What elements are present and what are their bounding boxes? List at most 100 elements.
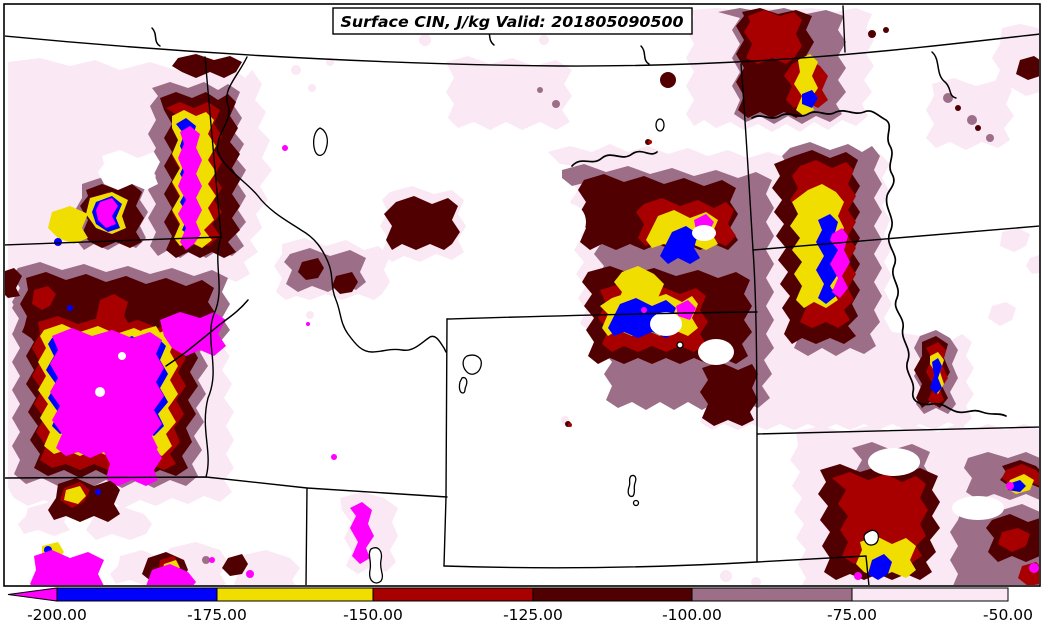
plot-title: Surface CIN, J/kg Valid: 201805090500	[341, 13, 684, 31]
contour-blob	[32, 286, 56, 310]
contour-blob	[222, 554, 248, 576]
contour-speck	[54, 238, 62, 246]
contour-speck	[1006, 482, 1014, 490]
colorbar-tick-label: -150.00	[343, 606, 403, 624]
contour-speck	[660, 72, 676, 88]
contour-speck	[868, 30, 876, 38]
wyoming-south-border	[443, 555, 870, 585]
missouri-river	[751, 110, 1007, 417]
contour-speck	[568, 423, 572, 427]
contour-blob	[802, 90, 818, 108]
contour-speck	[943, 93, 953, 103]
salmon-river	[165, 299, 249, 367]
contour-hole	[692, 225, 716, 241]
colorbar-tick-label: -100.00	[662, 606, 722, 624]
contour-blob	[744, 10, 802, 64]
state-borders	[5, 5, 1039, 585]
colorbar-tick-label: -200.00	[27, 606, 87, 624]
contour-speck	[209, 557, 215, 563]
contour-speck	[955, 105, 961, 111]
washington-oregon-border	[5, 236, 222, 246]
contour-blob	[64, 486, 86, 504]
colorbar-tick-label: -75.00	[827, 606, 877, 624]
colorbar-tick-label: -175.00	[187, 606, 247, 624]
contour-blob	[146, 564, 196, 585]
contour-blob	[868, 554, 892, 580]
contour-blob	[988, 302, 1016, 326]
contour-blob	[5, 268, 22, 298]
contour-speck	[751, 577, 761, 585]
river-squiggle	[640, 45, 650, 65]
contour-speck	[705, 25, 715, 35]
contour-speck	[95, 489, 101, 495]
contour-speck	[419, 34, 431, 46]
colorbar-segment	[56, 587, 218, 602]
contour-speck	[291, 65, 301, 75]
contour-holes	[95, 150, 1004, 520]
contour-blob	[96, 294, 130, 332]
contour-speck	[308, 84, 316, 92]
jackson-lake	[458, 376, 468, 394]
small-lake	[655, 118, 665, 132]
contour-speck	[537, 87, 543, 93]
contour-blob	[930, 358, 942, 394]
contour-blob	[830, 228, 850, 298]
contour-blob	[998, 528, 1030, 552]
border-42n	[5, 476, 448, 498]
colorbar-segment	[532, 587, 693, 602]
colorbar-segment	[851, 587, 1009, 602]
contour-speck	[641, 307, 647, 313]
contour-speck	[648, 140, 652, 144]
contour-speck	[306, 311, 314, 319]
contour-speck	[282, 145, 288, 151]
colorbar-tick-labels: -200.00 -175.00 -150.00 -125.00 -100.00 …	[27, 606, 1033, 624]
contour-speck	[246, 570, 254, 578]
contour-blob	[1016, 56, 1039, 80]
fort-peck-reservoir	[571, 150, 658, 167]
contour-speck	[883, 27, 889, 33]
colorbar-tick-label: -125.00	[503, 606, 563, 624]
contour-hole	[95, 387, 105, 397]
idaho-montana-border	[216, 56, 447, 353]
contour-speck	[306, 322, 310, 326]
bear-lake	[368, 547, 384, 584]
contour-blob	[172, 54, 242, 78]
contour-hole	[98, 150, 160, 190]
contour-blob	[384, 196, 460, 250]
contour-blob	[96, 198, 118, 228]
utah-nevada-border	[305, 487, 308, 585]
contour-blob	[160, 312, 226, 356]
small-lake	[632, 499, 640, 507]
contour-blob	[104, 446, 162, 486]
washington-idaho-border	[204, 56, 222, 238]
contour-blob	[676, 300, 696, 320]
contour-blob	[50, 328, 164, 458]
colorbar-segment	[216, 587, 374, 602]
yellowstone-lake	[462, 354, 482, 375]
colorbar-tick-label: -50.00	[983, 606, 1033, 624]
flathead-lake	[313, 127, 328, 156]
contour-blob	[30, 550, 104, 585]
contour-blob	[660, 226, 700, 264]
oregon-idaho-border	[204, 236, 222, 478]
contour-level-magenta	[30, 126, 1039, 585]
contour-blob	[332, 272, 358, 294]
small-lake-hole	[863, 529, 880, 546]
title-box: Surface CIN, J/kg Valid: 201805090500	[332, 7, 693, 35]
province-border	[842, 5, 846, 53]
contour-hole	[952, 496, 1004, 520]
contour-speck	[539, 35, 549, 45]
colorbar: -200.00 -175.00 -150.00 -125.00 -100.00 …	[7, 587, 1033, 624]
contour-blob	[446, 56, 572, 130]
contour-speck	[331, 454, 337, 460]
montana-northdakota-border	[740, 63, 754, 251]
contour-blob	[298, 258, 324, 280]
map-frame	[3, 3, 1041, 587]
contour-blob	[700, 362, 758, 426]
wyoming-east-border	[752, 249, 758, 563]
cin-contour-field	[5, 5, 1039, 585]
milk-river	[931, 51, 957, 99]
contour-blob	[350, 502, 374, 564]
